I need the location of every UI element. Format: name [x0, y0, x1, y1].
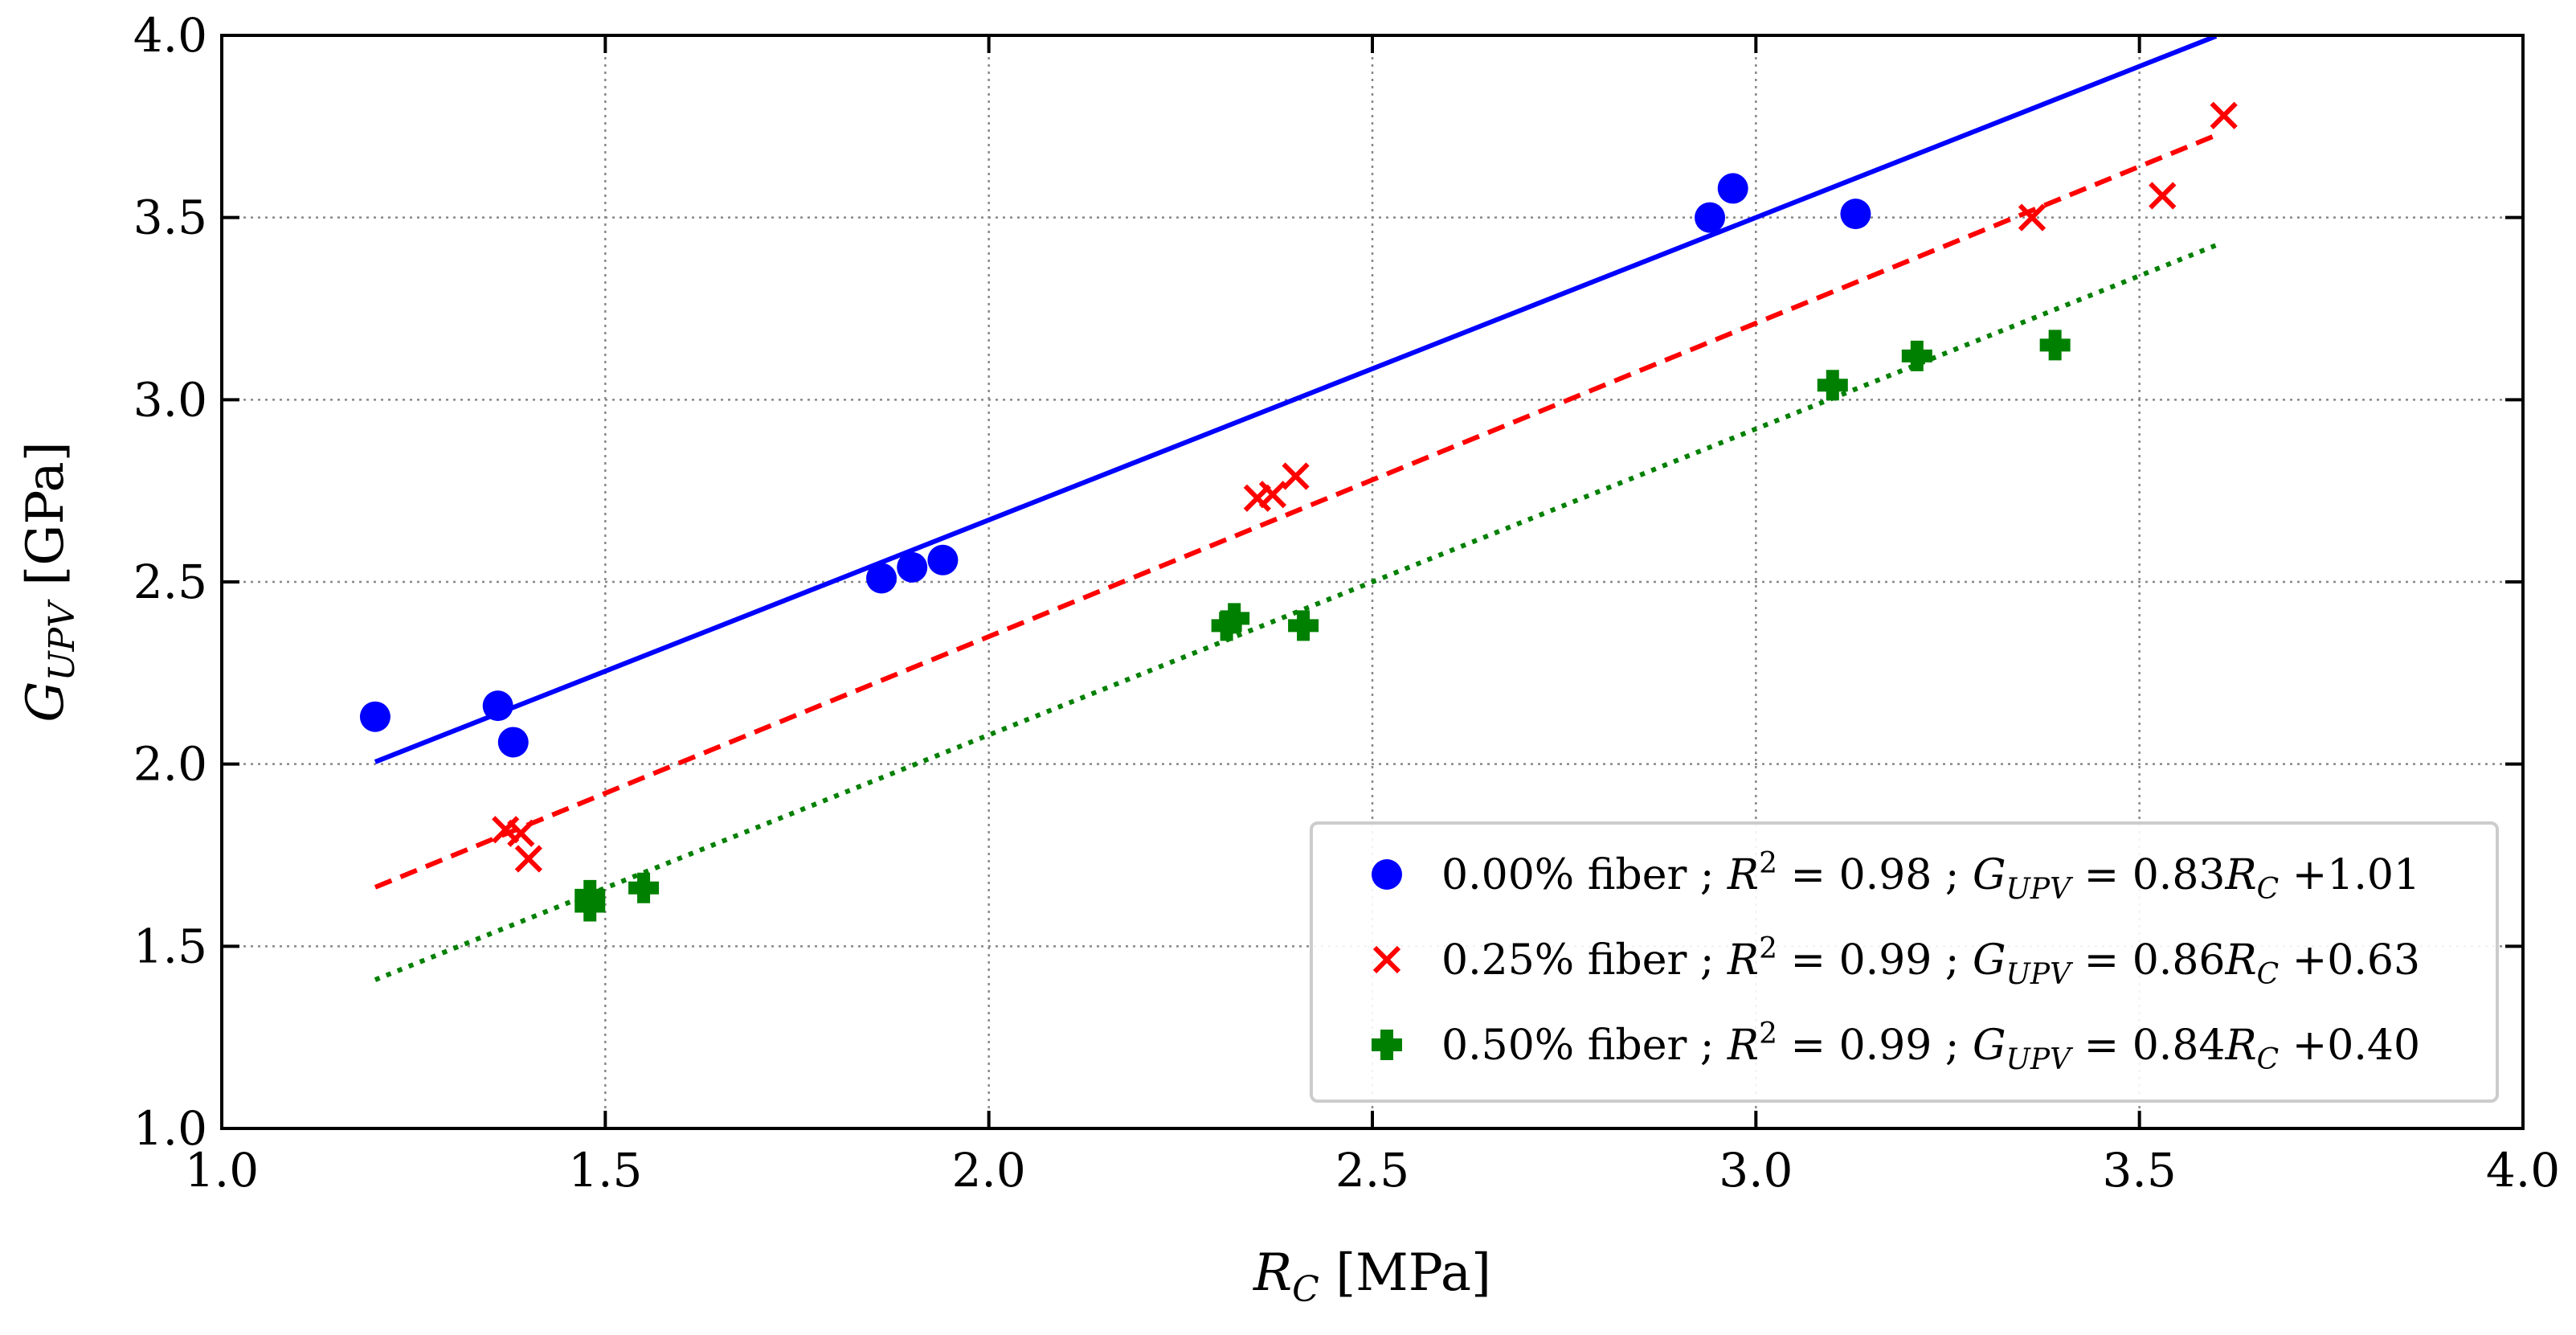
data-point-circle [482, 690, 513, 722]
x-tick-label: 2.5 [1335, 1143, 1409, 1198]
y-tick-label: 4.0 [133, 8, 207, 63]
x-tick-label: 1.0 [185, 1143, 259, 1198]
y-tick-label: 1.5 [133, 919, 207, 973]
legend-marker-plus [1372, 1030, 1402, 1060]
y-tick-label: 3.0 [133, 372, 207, 427]
y-tick-label: 1.0 [133, 1101, 207, 1156]
y-tick-label: 2.5 [133, 555, 207, 609]
data-point-plus [1901, 340, 1932, 371]
x-tick-label: 3.0 [1719, 1143, 1793, 1198]
data-point-plus [574, 879, 606, 911]
data-point-circle [1840, 199, 1871, 230]
data-point-x [1258, 481, 1287, 509]
legend-markers [1372, 859, 1402, 1060]
legend-marker-circle [1372, 859, 1402, 890]
data-point-plus [2039, 330, 2071, 361]
data-point-plus [1211, 610, 1242, 641]
y-tick-label: 3.5 [133, 190, 207, 245]
data-point-x [2210, 101, 2238, 129]
data-point-x [514, 845, 542, 873]
x-tick-label: 1.5 [568, 1143, 642, 1198]
data-point-plus [1288, 610, 1319, 641]
data-point-x [2018, 203, 2046, 231]
fit-line-x [374, 133, 2218, 890]
data-point-circle [359, 701, 390, 732]
legend-box [1310, 821, 2499, 1103]
data-point-x [507, 819, 535, 847]
data-point-circle [866, 563, 898, 594]
data-point-plus [1817, 370, 1848, 401]
legend-entry-0-25-fiber: 0.25% fiber ; R2 = 0.99 ; GUPV = 0.86RC … [1441, 932, 2420, 991]
legend-entry-0-50-fiber: 0.50% fiber ; R2 = 0.99 ; GUPV = 0.84RC … [1441, 1018, 2420, 1076]
data-point-x [2149, 182, 2177, 210]
data-point-x [1282, 462, 1310, 490]
fit-line-plus [374, 243, 2218, 982]
x-tick-label: 2.0 [952, 1143, 1026, 1198]
data-point-circle [497, 727, 529, 758]
data-point-plus [1219, 603, 1250, 634]
data-point-plus [628, 872, 660, 903]
y-tick-label: 2.0 [133, 737, 207, 792]
y-axis-label: GUPV [GPa] [16, 441, 83, 722]
data-point-circle [927, 544, 959, 575]
legend: 0.00% fiber ; R2 = 0.98 ; GUPV = 0.83RC … [1310, 821, 2499, 1103]
fit-lines [374, 34, 2218, 982]
x-tick-label: 3.5 [2103, 1143, 2177, 1198]
data-point-circle [1717, 173, 1748, 204]
x-axis-label: RC [MPa] [1253, 1243, 1491, 1310]
axis-ticks: 1.0 1.5 2.0 2.5 3.0 3.5 4.0 1.0 1.5 2.0 2.5 3.0 3.5 4… [133, 8, 2560, 1198]
data-point-circle [897, 551, 928, 583]
data-point-circle [1695, 202, 1726, 233]
legend-entry-0-00-fiber: 0.00% fiber ; R2 = 0.98 ; GUPV = 0.83RC … [1441, 847, 2420, 906]
x-tick-label: 4.0 [2486, 1143, 2560, 1198]
data-points [359, 101, 2238, 922]
fit-line-circle [374, 34, 2218, 764]
legend-marker-x [1372, 945, 1401, 974]
